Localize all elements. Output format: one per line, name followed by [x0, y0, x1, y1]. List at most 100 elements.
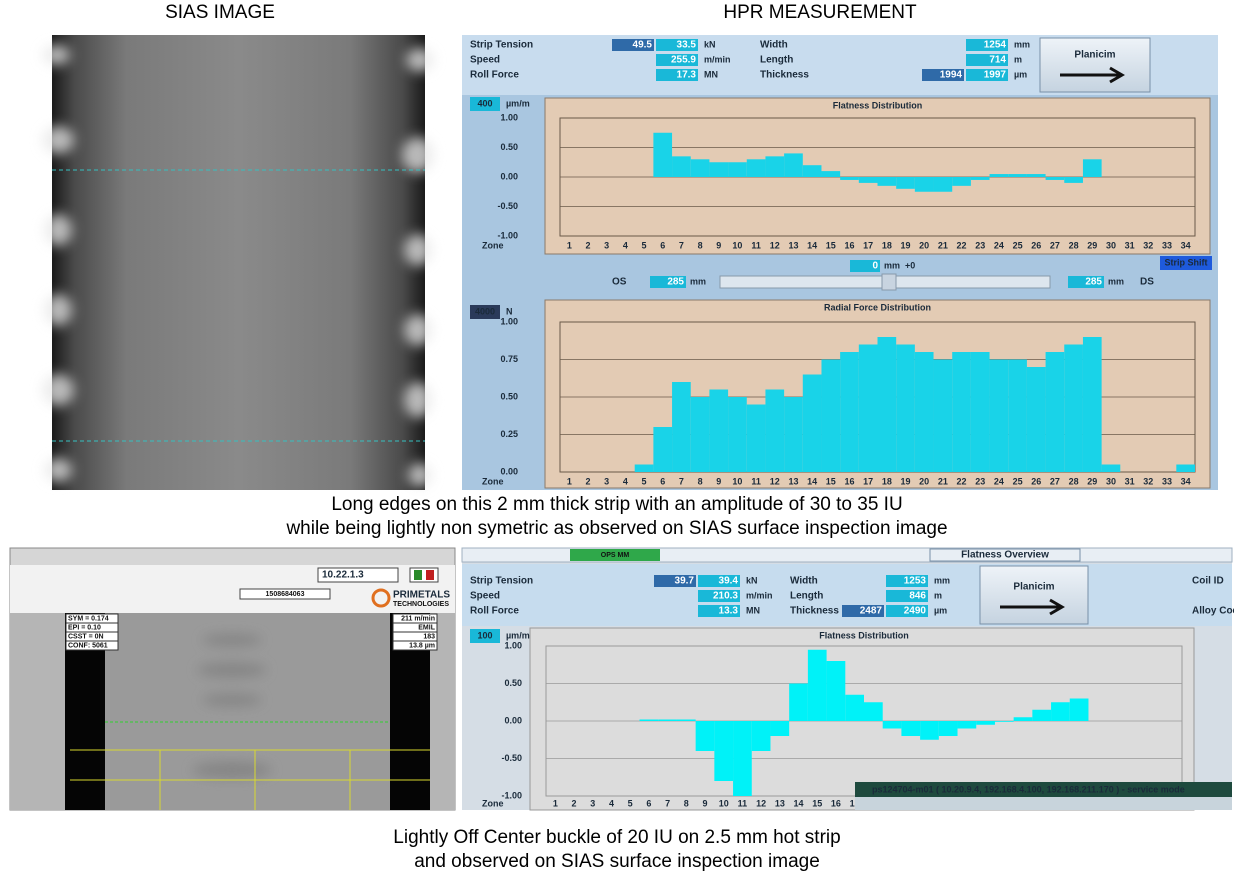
slider-os-label: OS — [612, 277, 627, 288]
caption-title: SIAS IMAGE — [165, 2, 275, 23]
field-unit: µm — [934, 605, 947, 615]
bar — [864, 702, 883, 721]
bar — [938, 721, 958, 736]
zone-label: 28 — [1069, 476, 1079, 486]
slider-offset: +0 — [905, 260, 915, 270]
zone-label: 26 — [1031, 476, 1041, 486]
zone-label: 12 — [756, 798, 766, 808]
zone-label: 10 — [719, 798, 729, 808]
bar — [989, 174, 1009, 177]
stat-box — [392, 640, 438, 651]
zone-label: 15 — [826, 240, 836, 250]
field-label: Strip Tension — [470, 40, 533, 51]
zone-label: 14 — [794, 798, 804, 808]
button[interactable] — [1160, 256, 1212, 270]
chart-title: Radial Force Distribution — [824, 302, 931, 312]
zone-label: 7 — [679, 476, 684, 486]
y-tick-label: -1.00 — [497, 230, 518, 240]
bar — [784, 153, 803, 177]
field-box — [966, 54, 1008, 66]
field-box — [656, 54, 698, 66]
field-unit: m — [934, 590, 942, 600]
zone-label: 13 — [775, 798, 785, 808]
bar — [1069, 698, 1089, 721]
bar — [976, 721, 995, 725]
zone-label: 4 — [623, 476, 628, 486]
zone-label: 10 — [732, 476, 742, 486]
bar — [709, 389, 729, 472]
slider-os-value: 285 — [667, 277, 684, 288]
bar — [802, 374, 822, 472]
bar — [714, 721, 734, 781]
y-tick-label: 0.50 — [500, 391, 518, 401]
bar — [970, 352, 990, 472]
y-tick-label: 0.75 — [500, 354, 518, 364]
zone-label: 15 — [812, 798, 822, 808]
field-box — [966, 69, 1008, 81]
bar — [840, 352, 859, 472]
zone-label: 14 — [807, 240, 817, 250]
field-unit: m/min — [746, 590, 773, 600]
bar — [1032, 709, 1052, 721]
bar — [1008, 174, 1027, 177]
zone-label: 8 — [698, 240, 703, 250]
stat: 183 — [423, 633, 435, 640]
field-unit: mm — [934, 575, 950, 585]
field-label: Strip Tension — [470, 576, 533, 587]
tab-title: Flatness Overview — [961, 550, 1049, 561]
zone-axis-label: Zone — [482, 798, 504, 808]
y-tick-label: 1.00 — [504, 640, 522, 650]
bar — [821, 171, 841, 177]
bar — [695, 721, 715, 751]
field-value: 17.3 — [677, 70, 697, 81]
zone-label: 9 — [716, 476, 721, 486]
field-unit: m/min — [704, 54, 731, 64]
field-box — [886, 605, 928, 617]
zone-label: 16 — [844, 476, 854, 486]
bar — [901, 721, 921, 736]
bar — [914, 352, 934, 472]
zone-label: 23 — [975, 240, 985, 250]
bar — [634, 464, 654, 472]
zone-label: 24 — [994, 240, 1004, 250]
field-value: 210.3 — [713, 591, 738, 602]
taskbar — [855, 782, 1232, 797]
bar — [807, 649, 827, 721]
bar — [826, 661, 846, 721]
zone-label: 12 — [770, 240, 780, 250]
zone-label: 10 — [732, 240, 742, 250]
ip: 10.22.1.3 — [322, 570, 364, 581]
field-value: 39.7 — [675, 576, 695, 587]
field-unit: m — [1014, 54, 1022, 64]
bar — [1176, 464, 1195, 472]
bar — [1082, 159, 1102, 177]
bar — [1026, 174, 1046, 177]
side-label: Coil ID — [1192, 576, 1224, 587]
bar — [896, 177, 915, 189]
field-label: Width — [790, 576, 818, 587]
zone-label: 23 — [975, 476, 985, 486]
field-value: 1253 — [904, 576, 927, 587]
bar — [952, 352, 971, 472]
field-value: 2490 — [904, 606, 927, 617]
zone-label: 29 — [1087, 240, 1097, 250]
y-tick-label: 0.00 — [500, 171, 518, 181]
bar — [728, 397, 747, 472]
bar — [1008, 359, 1027, 472]
zone-label: 19 — [901, 476, 911, 486]
bar — [1064, 177, 1083, 183]
zone-label: 22 — [957, 476, 967, 486]
zone-label: 3 — [604, 240, 609, 250]
bar — [1082, 337, 1102, 472]
zone-label: 27 — [1050, 240, 1060, 250]
zone-label: 20 — [919, 240, 929, 250]
zone-label: 5 — [642, 476, 647, 486]
bar — [882, 721, 902, 729]
zone-label: 17 — [863, 240, 873, 250]
bar — [1045, 177, 1065, 180]
zone-label: 11 — [751, 476, 761, 486]
field-unit: MN — [746, 605, 760, 615]
bar — [789, 683, 808, 721]
zone-axis-label: Zone — [482, 240, 504, 250]
